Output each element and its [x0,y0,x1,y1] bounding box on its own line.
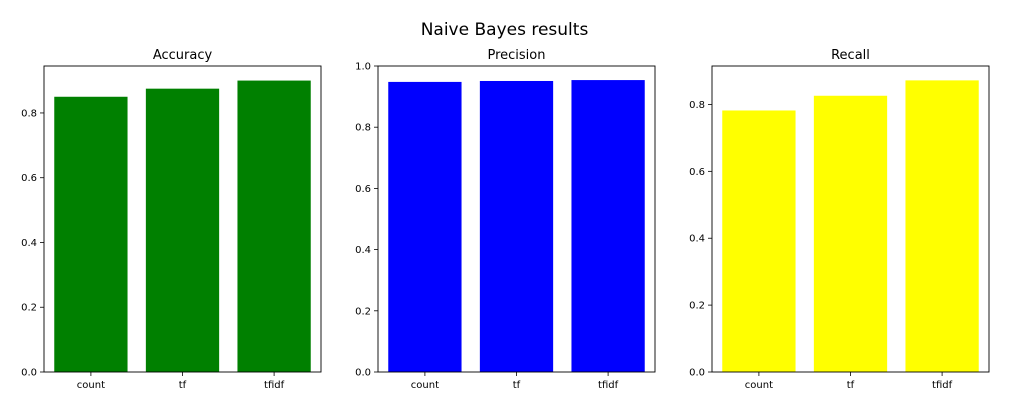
y-tick-label: 0.8 [689,100,705,111]
bar-count [722,110,796,372]
subplot-title: Recall [831,48,870,63]
bar-tf [145,88,220,373]
subplot-title: Accuracy [153,48,213,63]
subplot-1: Precision count tf tfidf 0.0 0.2 0.4 0.6 0.8 1.0 [355,48,656,391]
axes-frame [711,65,990,373]
subplot-title: Precision [487,48,545,63]
y-tick-label: 0.6 [689,167,705,178]
bar-count [54,96,128,372]
y-tick-label: 0.2 [689,301,705,312]
y-tick-label: 0.2 [355,306,371,317]
x-tick-label: count [411,380,439,391]
x-tick-label: tfidf [264,380,285,391]
x-tick-label: tf [179,380,187,391]
y-tick-label: 1.0 [355,62,371,73]
subplot-2: Recall count tf tfidf 0.0 0.2 0.4 0.6 0.8 [689,48,990,391]
x-tick-label: tfidf [932,380,953,391]
bar-tf [479,80,554,373]
x-tick-label: count [77,380,105,391]
y-tick-label: 0.0 [689,368,705,379]
axes-frame [377,65,656,373]
y-tick-label: 0.8 [355,123,371,134]
y-tick-label: 0.6 [355,184,371,195]
y-tick-label: 0.8 [21,108,37,119]
figure-title: Naive Bayes results [420,20,589,40]
x-tick-label: tf [847,380,855,391]
bar-count [388,81,462,372]
y-tick-label: 0.6 [21,173,37,184]
bar-tf [813,95,888,372]
bar-tfidf [905,80,979,372]
y-tick-label: 0.0 [21,368,37,379]
x-tick-label: count [745,380,773,391]
x-tick-label: tfidf [598,380,619,391]
subplot-0: Accuracy count tf tfidf 0.0 0.2 0.4 0.6 0.8 [21,48,322,391]
axes-frame [43,65,322,373]
y-tick-label: 0.0 [355,368,371,379]
y-tick-label: 0.4 [21,238,37,249]
y-tick-label: 0.2 [21,303,37,314]
bar-tfidf [237,80,311,372]
y-tick-label: 0.4 [689,234,705,245]
y-tick-label: 0.4 [355,245,371,256]
x-tick-label: tf [513,380,521,391]
bar-tfidf [571,80,645,372]
